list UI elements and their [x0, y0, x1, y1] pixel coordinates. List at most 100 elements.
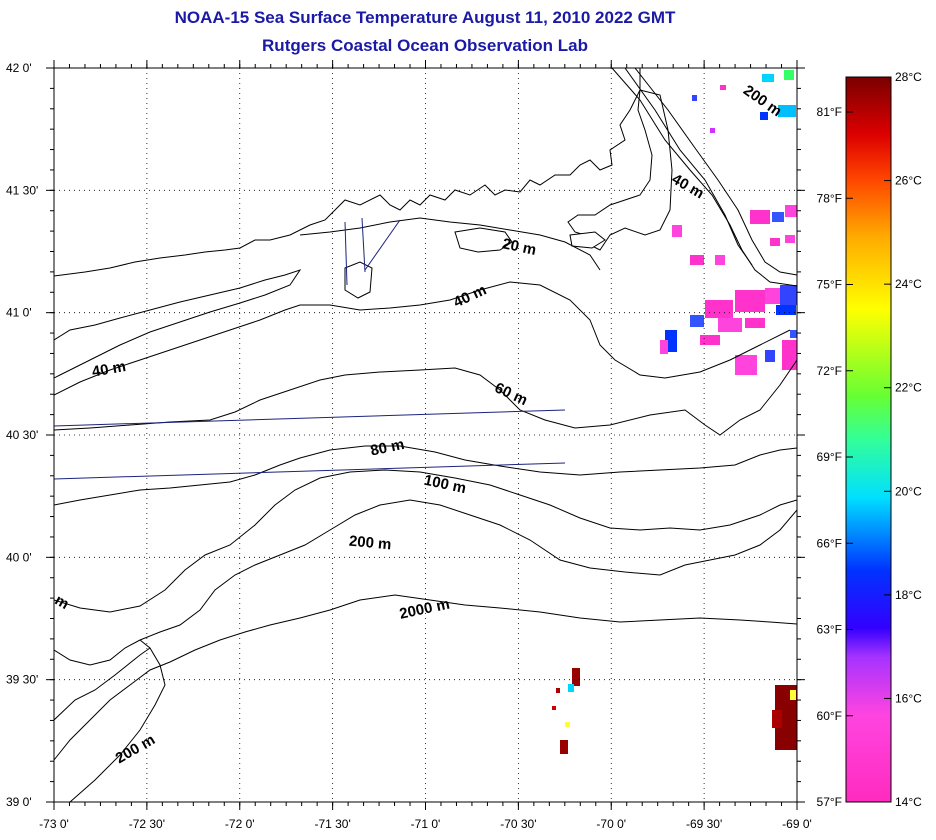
contour-label: 20 m [501, 235, 538, 259]
contour-40m-ne [611, 68, 797, 287]
sst-pixel [776, 305, 796, 315]
lon-tick-label: -72 30' [129, 817, 165, 831]
sst-pixel [782, 340, 797, 370]
contour-ne-1 [624, 68, 753, 266]
map-title: NOAA-15 Sea Surface Temperature August 1… [174, 8, 676, 27]
track-line [344, 221, 348, 286]
bathymetry-lines [54, 68, 797, 802]
lat-tick-label: 41 30' [6, 183, 38, 197]
sst-pixel [772, 710, 782, 728]
lat-tick-label: 42 0' [6, 61, 32, 75]
contour-label: 40 m [91, 358, 128, 381]
sst-pixel [762, 74, 774, 82]
sst-pixel [710, 128, 715, 133]
colorbar-ticks: 28°C 26°C 24°C 22°C 20°C 18°C 16°C 14°C 81°F 78°F… [817, 70, 923, 809]
sst-pixel [745, 318, 765, 328]
lon-tick-label: -71 0' [411, 817, 441, 831]
fahrenheit-label: 66°F [817, 536, 842, 550]
celsius-label: 14°C [895, 795, 922, 809]
sst-pixel [720, 85, 726, 90]
lat-tick-label: 40 0' [6, 550, 32, 564]
sst-pixel [765, 350, 775, 362]
long-island [54, 269, 302, 379]
sst-pixel [672, 225, 682, 237]
sst-pixel [784, 70, 794, 80]
sst-pixel [560, 740, 568, 754]
contour-label: 2000 m [398, 596, 451, 623]
lon-tick-label: -71 30' [314, 817, 350, 831]
contour-label: 80 m [369, 436, 406, 460]
sst-pixel [552, 706, 556, 710]
sst-pixel [660, 340, 668, 354]
fahrenheit-label: 63°F [817, 623, 842, 637]
celsius-label: 18°C [895, 588, 922, 602]
sst-pixel [692, 95, 697, 101]
sst-pixel [690, 255, 704, 265]
sst-pixel [775, 685, 797, 750]
fahrenheit-label: 57°F [817, 795, 842, 809]
sst-pixel [790, 330, 797, 338]
axis-ticks: -73 0' -72 30' -72 0' -71 30' -71 0' -70 30' -… [6, 60, 812, 831]
sst-pixel [750, 210, 770, 224]
contour-20m [299, 217, 601, 271]
contour-ne-2 [634, 68, 797, 276]
marthas-vineyard [454, 227, 513, 253]
sst-pixel [785, 235, 795, 243]
contour-label: 60 m [492, 379, 530, 409]
track-line [364, 219, 401, 271]
lat-tick-label: 39 30' [6, 673, 38, 687]
map-subtitle: Rutgers Coastal Ocean Observation Lab [262, 36, 588, 55]
map-plot-area [54, 68, 797, 802]
contour-60m [54, 359, 797, 436]
lon-tick-label: -69 30' [686, 817, 722, 831]
sst-pixel [735, 290, 765, 312]
celsius-label: 28°C [895, 70, 922, 84]
sst-pixel [715, 255, 725, 265]
sst-pixel [770, 238, 780, 246]
sst-pixel [572, 668, 580, 686]
contour-label: 40 m [451, 281, 489, 311]
track-line [361, 217, 366, 273]
contour-200m [54, 499, 797, 666]
lat-tick-label: 40 30' [6, 428, 38, 442]
lon-tick-label: -70 30' [500, 817, 536, 831]
mainland-coast [54, 68, 641, 277]
sst-pixel [565, 722, 570, 727]
lon-tick-label: -69 0' [782, 817, 812, 831]
sst-pixel [760, 112, 768, 120]
sst-pixel [790, 690, 796, 700]
celsius-label: 20°C [895, 484, 922, 498]
fahrenheit-label: 78°F [817, 191, 842, 205]
celsius-label: 16°C [895, 691, 922, 705]
fahrenheit-label: 75°F [817, 278, 842, 292]
sst-pixel [772, 212, 784, 222]
coastline [54, 68, 673, 379]
fahrenheit-label: 81°F [817, 105, 842, 119]
colorbar-ramp [845, 76, 892, 803]
lat-tick-label: 41 0' [6, 306, 32, 320]
lon-tick-label: -72 0' [225, 817, 255, 831]
track-line [54, 409, 566, 427]
block-island [344, 261, 373, 299]
lat-tick-label: 39 0' [6, 795, 32, 809]
fahrenheit-label: 72°F [817, 364, 842, 378]
sst-pixel [700, 335, 720, 345]
contour-200m-sw2 [54, 647, 151, 721]
celsius-label: 22°C [895, 381, 922, 395]
sst-pixel [556, 688, 560, 693]
ship-tracks [54, 217, 566, 480]
sst-pixels [552, 70, 797, 754]
contour-200m-sw [69, 639, 166, 802]
nantucket [569, 231, 606, 249]
contour-100m [54, 469, 797, 613]
celsius-label: 24°C [895, 277, 922, 291]
sst-pixel [778, 105, 796, 117]
lon-tick-label: -70 0' [596, 817, 626, 831]
contour-40m-north [54, 281, 791, 396]
contour-80m [54, 445, 797, 506]
lon-tick-label: -73 0' [39, 817, 69, 831]
contour-label: 200 m [348, 533, 392, 554]
contour-label: m [52, 592, 72, 613]
fahrenheit-label: 60°F [817, 709, 842, 723]
fahrenheit-label: 69°F [817, 450, 842, 464]
